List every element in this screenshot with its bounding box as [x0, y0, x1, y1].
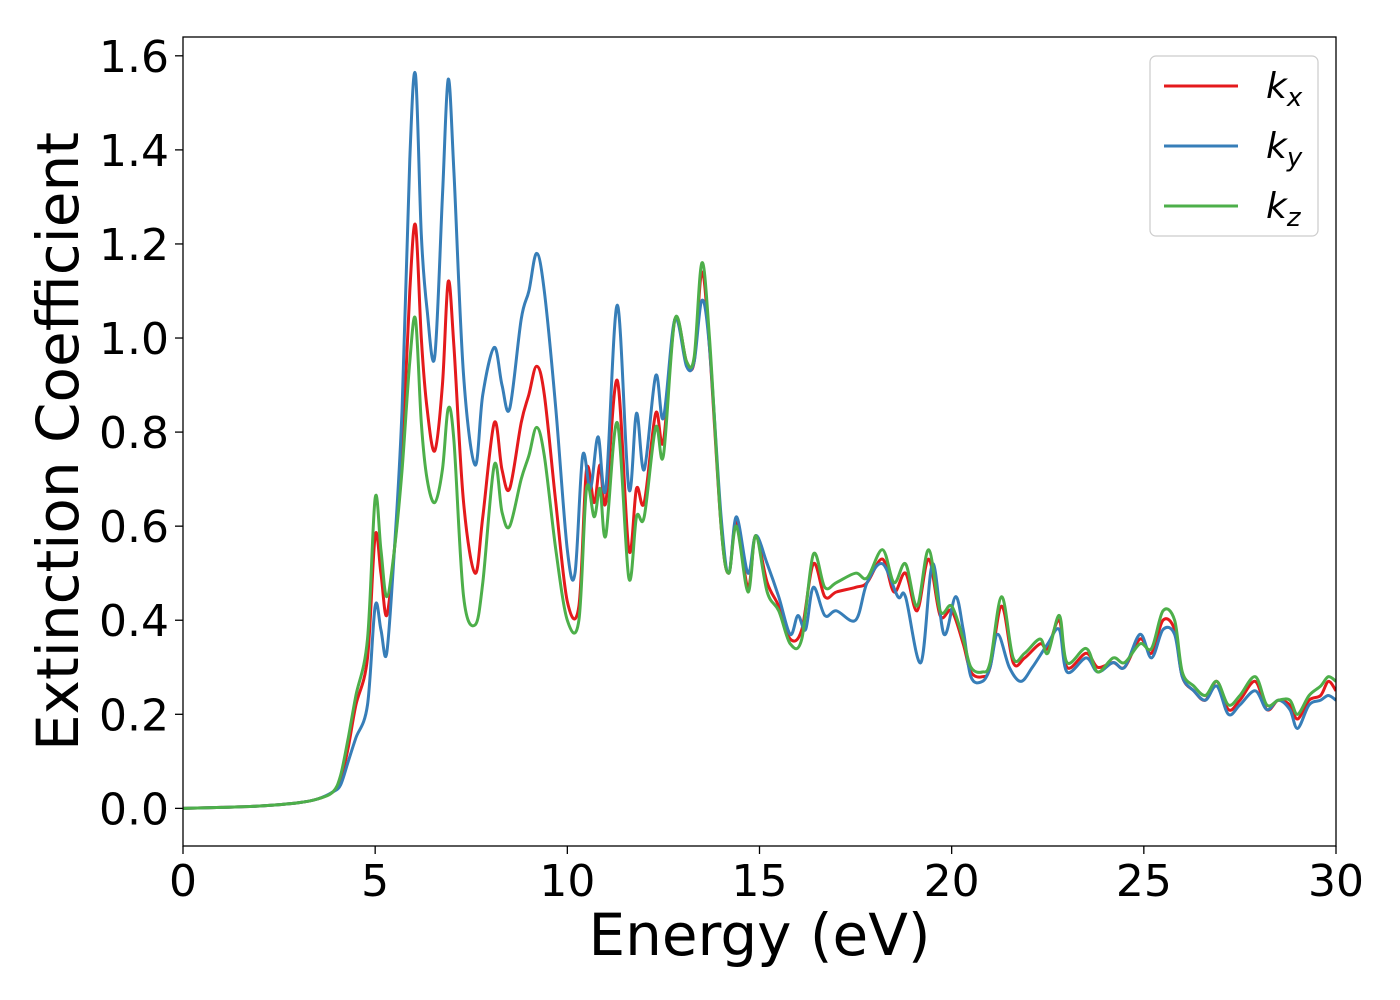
y-tick-label: 1.2: [99, 220, 169, 271]
y-tick-label: 0.0: [99, 784, 169, 835]
x-axis-title: Energy (eV): [588, 901, 930, 969]
x-tick-label: 0: [169, 856, 197, 907]
y-axis: 0.0 0.2 0.4 0.6 0.8 1.0 1.2 1.4 1.6: [99, 32, 183, 835]
y-tick-label: 0.8: [99, 408, 169, 459]
series-line-ky: [183, 70, 1336, 810]
legend: kx ky kz: [1149, 55, 1319, 237]
y-tick-label: 0.4: [99, 596, 169, 647]
x-tick-label: 5: [361, 856, 389, 907]
x-tick-label: 30: [1308, 856, 1364, 907]
plot-lines: [183, 70, 1336, 810]
legend-label: kz: [1266, 186, 1302, 233]
x-tick-label: 25: [1116, 856, 1172, 907]
y-axis-title: Extinction Coefficient: [24, 132, 92, 751]
y-tick-label: 1.0: [99, 314, 169, 365]
x-axis: 0 5 10 15 20 25 30: [169, 846, 1364, 907]
y-tick-label: 0.2: [99, 690, 169, 741]
x-tick-label: 15: [732, 856, 788, 907]
x-tick-label: 20: [924, 856, 980, 907]
legend-label: ky: [1266, 126, 1303, 173]
series-line-kx: [183, 222, 1336, 810]
legend-label: kx: [1266, 66, 1303, 113]
y-tick-label: 0.6: [99, 502, 169, 553]
x-tick-label: 10: [539, 856, 595, 907]
series-line-kz: [183, 261, 1336, 810]
y-tick-label: 1.4: [99, 126, 169, 177]
y-tick-label: 1.6: [99, 32, 169, 83]
